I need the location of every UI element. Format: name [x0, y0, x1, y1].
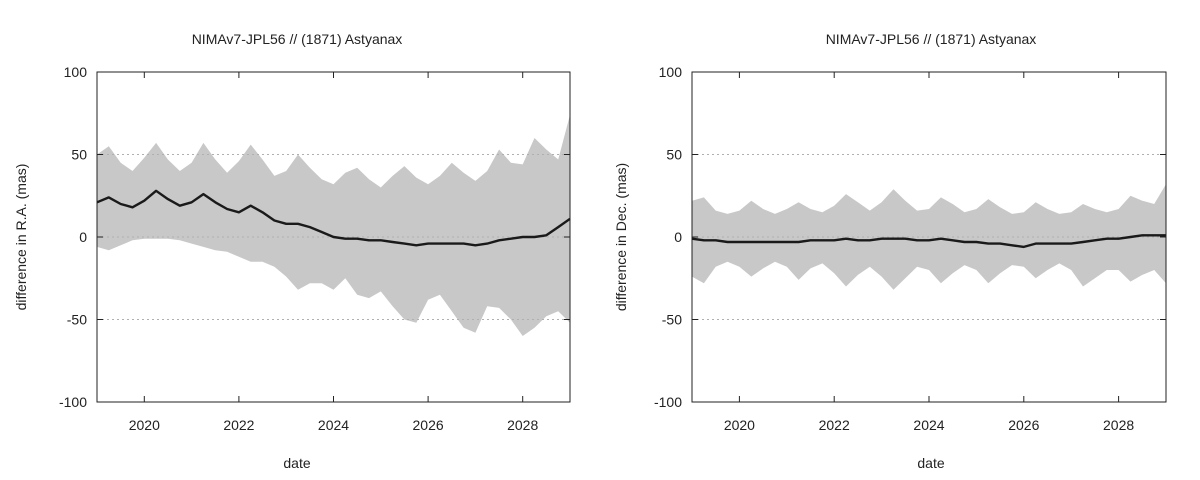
- mean-difference-line: [96, 189, 571, 247]
- x-tick-label: 2024: [913, 417, 944, 433]
- uncertainty-band: [97, 114, 570, 337]
- dec-difference-chart: NIMAv7-JPL56 // (1871) Astyanax date dif…: [613, 31, 1167, 471]
- y-axis-label: difference in R.A. (mas): [13, 164, 29, 311]
- y-tick-label: 0: [674, 229, 682, 245]
- mean-difference-line: [691, 234, 1166, 249]
- x-tick-label: 2028: [1103, 417, 1134, 433]
- y-axis-label: difference in Dec. (mas): [613, 163, 629, 311]
- chart-title: NIMAv7-JPL56 // (1871) Astyanax: [192, 31, 403, 47]
- y-tick-label: -100: [654, 394, 682, 410]
- y-tick-label: 100: [64, 64, 88, 80]
- x-axis-label: date: [283, 455, 310, 471]
- y-tick-label: -50: [67, 312, 87, 328]
- plot-area: -100 -50 0 50 100 2020 2022 2024 2026 2028: [59, 64, 571, 433]
- y-tick-label: 50: [71, 147, 87, 163]
- x-axis-label: date: [917, 455, 944, 471]
- y-tick-label: 50: [666, 147, 682, 163]
- x-tick-label: 2020: [129, 417, 160, 433]
- x-tick-label: 2026: [413, 417, 444, 433]
- x-tick-label: 2022: [223, 417, 254, 433]
- chart-title: NIMAv7-JPL56 // (1871) Astyanax: [826, 31, 1037, 47]
- y-tick-label: 0: [79, 229, 87, 245]
- y-tick-label: -100: [59, 394, 87, 410]
- x-tick-label: 2022: [819, 417, 850, 433]
- x-tick-label: 2028: [507, 417, 538, 433]
- x-tick-label: 2024: [318, 417, 349, 433]
- ra-difference-chart: NIMAv7-JPL56 // (1871) Astyanax date dif…: [13, 31, 571, 471]
- x-tick-label: 2026: [1008, 417, 1039, 433]
- y-tick-label: -50: [662, 312, 682, 328]
- x-tick-label: 2020: [724, 417, 755, 433]
- y-tick-label: 100: [659, 64, 683, 80]
- plot-area: -100 -50 0 50 100 2020 2022 2024 2026 2028: [654, 64, 1167, 433]
